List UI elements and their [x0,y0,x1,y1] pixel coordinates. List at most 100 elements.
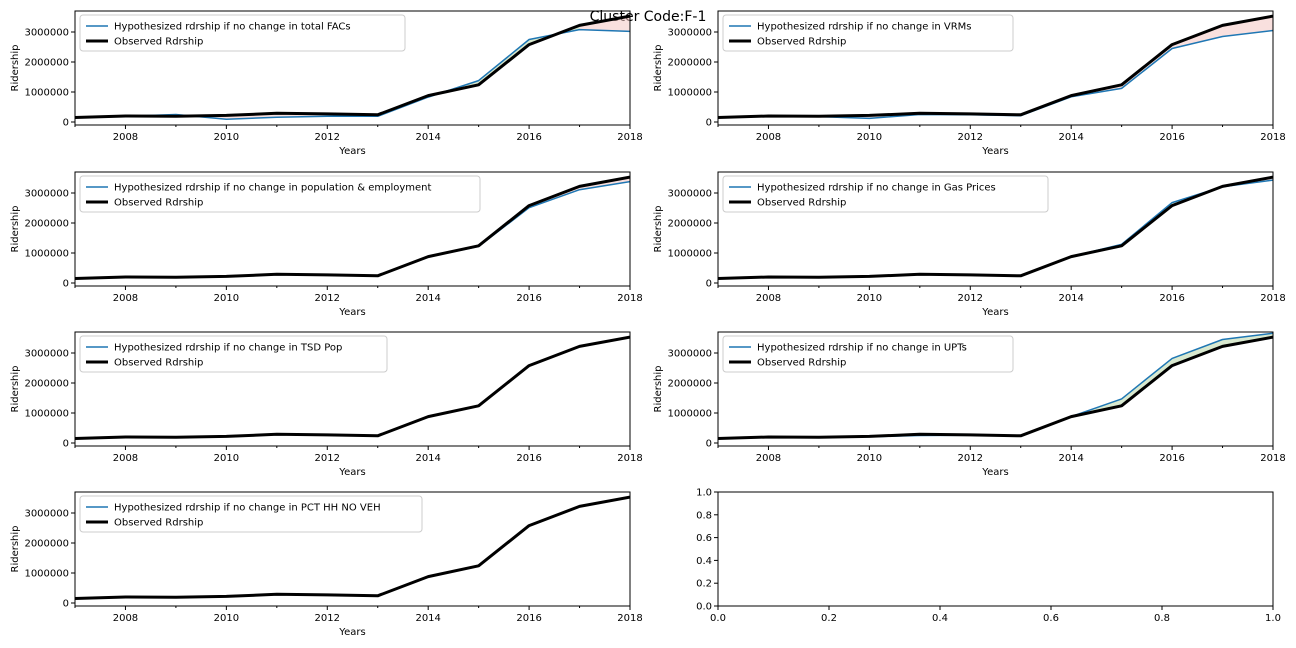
x-tick-label: 2016 [516,293,541,304]
y-axis-label: Ridership [653,365,664,412]
y-tick-label: 3000000 [667,349,712,360]
axes-frame [74,491,631,607]
legend-box [722,14,1014,52]
y-tick-label: 0 [63,279,69,290]
x-tick-label: 2014 [1058,453,1083,464]
y-tick-label: 1000000 [24,409,69,420]
y-tick-label: 2000000 [24,539,69,550]
axes-frame [74,171,631,287]
y-tick-label: 2000000 [24,379,69,390]
x-tick-label: 2008 [756,132,781,143]
y-tick-label: 1000000 [667,88,712,99]
x-tick-label: 0.2 [821,613,837,624]
plot-area [75,14,630,121]
x-tick-label: 2012 [315,132,340,143]
y-tick-label: 3000000 [667,28,712,39]
y-tick-label: 2000000 [667,219,712,230]
subplot-4: 2008 2010 2012 2014 2016 2018 0 1000000 2000000 3… [653,171,1286,318]
legend-label: Hypothesized rdrship if no change in UPT… [757,343,967,354]
x-tick-label: 2010 [214,132,239,143]
x-tick-label: 2012 [958,293,983,304]
y-tick-label: 1000000 [24,569,69,580]
y-tick-label: 2000000 [667,58,712,69]
x-tick-label: 2010 [857,293,882,304]
x-tick-label: 2016 [516,453,541,464]
x-tick-label: 1.0 [1265,613,1281,624]
axes-frame [74,331,631,447]
plot-area [75,495,630,600]
x-tick-label: 2016 [516,132,541,143]
x-axis-label: Years [338,627,365,638]
y-tick-label: 3000000 [667,189,712,200]
x-tick-label: 2012 [315,613,340,624]
x-axis-label: Years [981,467,1008,478]
legend-label: Observed Rdrship [757,37,846,48]
plot-area [75,335,630,440]
y-tick-label: 0 [706,279,712,290]
legend-box [79,495,423,533]
legend: Hypothesized rdrship if no change in PCT… [79,495,423,533]
y-tick-label: 0 [706,118,712,129]
y-tick-label: 1.0 [696,488,712,499]
legend-label: Hypothesized rdrship if no change in PCT… [114,503,381,514]
observed-line [718,14,1273,119]
y-tick-label: 2000000 [24,219,69,230]
legend-box [79,175,481,213]
y-tick-label: 1000000 [24,249,69,260]
y-axis-label: Ridership [10,44,21,91]
y-tick-label: 0 [63,599,69,610]
legend: Hypothesized rdrship if no change in tot… [79,14,406,52]
observed-line [75,495,630,600]
legend: Hypothesized rdrship if no change in VRM… [722,14,1014,52]
legend-label: Hypothesized rdrship if no change in VRM… [757,22,972,33]
y-axis-label: Ridership [10,205,21,252]
legend-label: Hypothesized rdrship if no change in pop… [114,183,432,194]
x-axis-label: Years [981,146,1008,157]
plot-area [718,14,1273,120]
observed-line [75,335,630,440]
y-tick-label: 0 [63,439,69,450]
y-tick-label: 0.2 [696,579,712,590]
observed-line [75,175,630,280]
legend-box [79,14,406,52]
x-tick-label: 2018 [617,132,642,143]
legend-label: Observed Rdrship [114,358,203,369]
y-tick-label: 3000000 [24,349,69,360]
y-tick-label: 2000000 [667,379,712,390]
legend-label: Observed Rdrship [757,358,846,369]
axes-frame [717,171,1274,287]
axes-frame [717,491,1274,607]
x-tick-label: 2008 [113,293,138,304]
x-tick-label: 2018 [617,293,642,304]
legend-label: Observed Rdrship [114,518,203,529]
subplot-6: 2008 2010 2012 2014 2016 2018 0 1000000 2000000 3… [653,331,1286,478]
legend-label: Hypothesized rdrship if no change in Gas… [757,183,996,194]
x-tick-label: 0.6 [1043,613,1059,624]
x-tick-label: 2014 [1058,132,1083,143]
plot-area [718,332,1273,440]
x-tick-label: 2012 [315,293,340,304]
x-tick-label: 2016 [516,613,541,624]
x-tick-label: 2008 [756,293,781,304]
y-tick-label: 0.0 [696,602,712,613]
plot-area [718,175,1273,280]
y-tick-label: 0 [63,118,69,129]
legend-label: Hypothesized rdrship if no change in tot… [114,22,351,33]
observed-line [718,175,1273,280]
x-tick-label: 2010 [214,613,239,624]
plot-area [75,175,630,280]
y-tick-label: 2000000 [24,58,69,69]
x-tick-label: 2014 [415,132,440,143]
x-tick-label: 0.8 [1154,613,1170,624]
x-axis-label: Years [338,146,365,157]
y-axis-label: Ridership [653,205,664,252]
legend: Hypothesized rdrship if no change in TSD… [79,335,388,373]
subplot-1: 2008 2010 2012 2014 2016 2018 0 1000000 2000000 3… [10,10,643,157]
x-tick-label: 0.4 [932,613,948,624]
observed-line [718,335,1273,440]
x-tick-label: 2008 [113,132,138,143]
y-tick-label: 0.6 [696,533,712,544]
x-tick-label: 2008 [113,453,138,464]
legend-label: Observed Rdrship [114,198,203,209]
y-tick-label: 1000000 [667,409,712,420]
